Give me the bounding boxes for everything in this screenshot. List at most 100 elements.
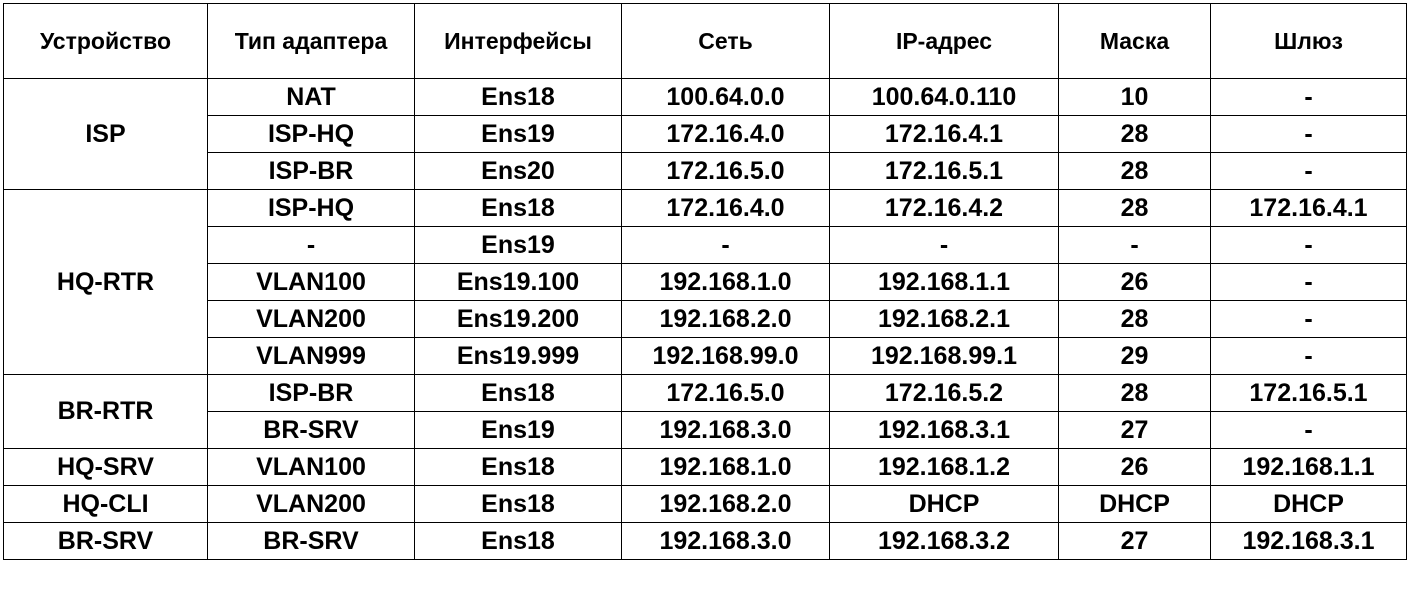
adapter-type-cell: VLAN200 — [207, 300, 415, 338]
adapter-type-cell: VLAN100 — [207, 263, 415, 301]
network-cell: 192.168.2.0 — [621, 485, 830, 523]
ip-address-cell: 172.16.4.2 — [829, 189, 1059, 227]
table-row: HQ-CLI VLAN200 Ens18 192.168.2.0 DHCP DHCP DHC… — [3, 485, 1407, 523]
device-cell: HQ-RTR — [3, 189, 208, 375]
table-row: BR-SRV BR-SRV Ens18 192.168.3.0 192.168.3.2 2… — [3, 522, 1407, 560]
network-cell: 192.168.3.0 — [621, 522, 830, 560]
device-cell: HQ-SRV — [3, 448, 208, 486]
adapter-type-cell: ISP-HQ — [207, 115, 415, 153]
network-cell: 172.16.5.0 — [621, 152, 830, 190]
adapter-type-cell: ISP-BR — [207, 152, 415, 190]
table-row: - Ens19- - - - — [4, 226, 1407, 264]
interface-cell: Ens18 — [414, 485, 622, 523]
network-cell: 192.168.1.0 — [621, 448, 830, 486]
ip-address-cell: DHCP — [829, 485, 1059, 523]
gateway-cell: - — [1210, 226, 1407, 264]
ip-address-cell: 192.168.2.1 — [829, 300, 1059, 338]
mask-cell: DHCP — [1058, 485, 1211, 523]
gateway-cell: 192.168.1.1 — [1210, 448, 1407, 486]
mask-cell: 27 — [1058, 411, 1211, 449]
table-row: VLAN100 Ens19.100 192.168.1.0 192.168.1.1 26… — [4, 263, 1407, 301]
header-gateway: Шлюз — [1210, 3, 1407, 79]
device-cell: BR-RTR — [3, 374, 208, 449]
network-cell: 192.168.2.0 — [621, 300, 830, 338]
mask-cell: 28 — [1058, 189, 1211, 227]
header-device: Устройство — [3, 3, 208, 79]
interface-cell: Ens18 — [414, 78, 622, 116]
interface-cell: Ens18 — [414, 448, 622, 486]
gateway-cell: - — [1210, 152, 1407, 190]
mask-cell: - — [1058, 226, 1211, 264]
device-cell: BR-SRV — [3, 522, 208, 560]
adapter-type-cell: VLAN100 — [207, 448, 415, 486]
table-row: HQ-RTR ISP-HQ Ens18 172.16.4.0 172.16.4.2 28 1… — [3, 189, 1407, 375]
network-cell: 172.16.4.0 — [621, 189, 830, 227]
interface-cell: Ens19 — [414, 411, 622, 449]
device-cell: ISP — [3, 78, 208, 190]
table-row: BR-SRV Ens19 192.168.3.0 192.168.3.1 27- — [4, 411, 1407, 449]
gateway-cell: 192.168.3.1 — [1210, 522, 1407, 560]
network-cell: 192.168.3.0 — [621, 411, 830, 449]
adapter-type-cell: BR-SRV — [207, 411, 415, 449]
interface-cell: Ens20 — [414, 152, 622, 190]
mask-cell: 26 — [1058, 263, 1211, 301]
gateway-cell: - — [1210, 263, 1407, 301]
mask-cell: 27 — [1058, 522, 1211, 560]
gateway-cell: 172.16.5.1 — [1210, 374, 1407, 412]
table-row: VLAN200 Ens19.200 192.168.2.0 192.168.2.1 28… — [4, 300, 1407, 338]
gateway-cell: - — [1210, 78, 1407, 116]
mask-cell: 28 — [1058, 300, 1211, 338]
header-mask: Маска — [1058, 3, 1211, 79]
ip-address-cell: - — [829, 226, 1059, 264]
ip-address-cell: 172.16.4.1 — [829, 115, 1059, 153]
gateway-cell: - — [1210, 337, 1407, 375]
mask-cell: 28 — [1058, 152, 1211, 190]
table-row: ISP NAT Ens18 100.64.0.0 100.64.0.110 10- — [3, 78, 1407, 190]
table-row: BR-RTR ISP-BR Ens18 172.16.5.0 172.16.5.2 28 1… — [3, 374, 1407, 449]
table-row: HQ-SRV VLAN100 Ens18 192.168.1.0 192.168.1.2… — [3, 448, 1407, 486]
header-network: Сеть — [621, 3, 830, 79]
adapter-type-cell: ISP-HQ — [207, 189, 415, 227]
ip-address-cell: 192.168.3.2 — [829, 522, 1059, 560]
ip-address-cell: 172.16.5.1 — [829, 152, 1059, 190]
interface-cell: Ens18 — [414, 189, 622, 227]
network-cell: 172.16.5.0 — [621, 374, 830, 412]
device-cell: HQ-CLI — [3, 485, 208, 523]
mask-cell: 28 — [1058, 115, 1211, 153]
network-cell: 172.16.4.0 — [621, 115, 830, 153]
mask-cell: 26 — [1058, 448, 1211, 486]
network-cell: - — [621, 226, 830, 264]
gateway-cell: - — [1210, 300, 1407, 338]
adapter-type-cell: ISP-BR — [207, 374, 415, 412]
adapter-type-cell: NAT — [207, 78, 415, 116]
network-cell: 192.168.1.0 — [621, 263, 830, 301]
ip-address-cell: 192.168.1.1 — [829, 263, 1059, 301]
network-cell: 192.168.99.0 — [621, 337, 830, 375]
ip-address-cell: 192.168.99.1 — [829, 337, 1059, 375]
mask-cell: 28 — [1058, 374, 1211, 412]
adapter-type-cell: - — [207, 226, 415, 264]
interface-cell: Ens18 — [414, 374, 622, 412]
ip-address-cell: 100.64.0.110 — [829, 78, 1059, 116]
ip-address-cell: 172.16.5.2 — [829, 374, 1059, 412]
table-body: Устройство Тип адаптера Интерфейсы Сеть … — [3, 3, 1407, 560]
table-row: ISP-HQ Ens19 172.16.4.0 172.16.4.1 28- — [4, 115, 1407, 153]
interface-cell: Ens19.100 — [414, 263, 622, 301]
gateway-cell: - — [1210, 115, 1407, 153]
adapter-type-cell: BR-SRV — [207, 522, 415, 560]
table-row: ISP-BR Ens20 172.16.5.0 172.16.5.1 28- — [4, 152, 1407, 190]
gateway-cell: 172.16.4.1 — [1210, 189, 1407, 227]
mask-cell: 29 — [1058, 337, 1211, 375]
table-row: VLAN999 Ens19.999 192.168.99.0 192.168.99.1… — [4, 337, 1407, 375]
interface-cell: Ens19 — [414, 115, 622, 153]
adapter-type-cell: VLAN999 — [207, 337, 415, 375]
header-interfaces: Интерфейсы — [414, 3, 622, 79]
adapter-type-cell: VLAN200 — [207, 485, 415, 523]
ip-address-cell: 192.168.3.1 — [829, 411, 1059, 449]
gateway-cell: - — [1210, 411, 1407, 449]
network-cell: 100.64.0.0 — [621, 78, 830, 116]
mask-cell: 10 — [1058, 78, 1211, 116]
header-ip-address: IP-адрес — [829, 3, 1059, 79]
header-adapter-type: Тип адаптера — [207, 3, 415, 79]
ip-address-cell: 192.168.1.2 — [829, 448, 1059, 486]
